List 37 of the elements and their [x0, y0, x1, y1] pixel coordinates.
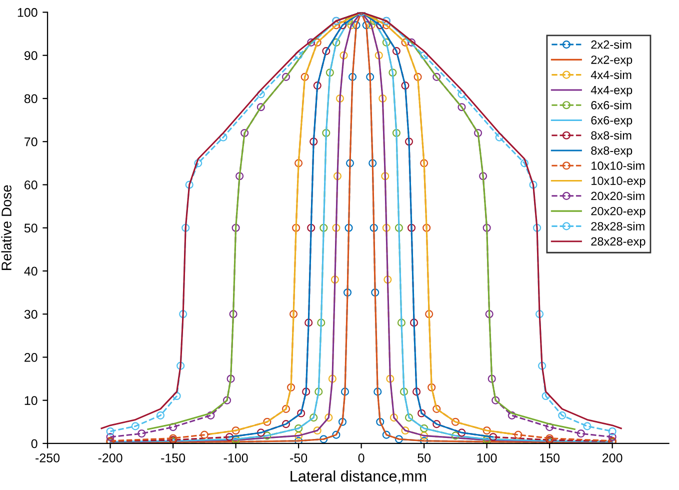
legend-label: 8x8-sim: [591, 130, 632, 140]
legend-label: 6x6-sim: [591, 100, 632, 110]
y-tick-label: 0: [31, 439, 38, 448]
x-tick-label: 100: [477, 454, 497, 462]
y-tick-label: 60: [24, 180, 38, 190]
x-tick-label: -50: [290, 454, 308, 462]
y-axis-title: Relative Dose: [1, 185, 12, 270]
y-tick-label: 80: [24, 94, 38, 104]
y-tick-label: 10: [24, 396, 38, 405]
y-tick-label: 100: [18, 8, 38, 17]
x-axis-title: Lateral distance,mm: [290, 470, 426, 484]
y-tick-label: 20: [24, 353, 38, 362]
x-tick-label: 50: [418, 454, 431, 462]
x-tick-label: -200: [98, 454, 122, 462]
x-tick-label: -150: [161, 454, 186, 462]
legend-label: 4x4-exp: [590, 86, 632, 97]
legend-label: 20x20-exp: [591, 206, 646, 218]
legend-label: 6x6-exp: [591, 116, 632, 127]
legend-label: 2x2-exp: [591, 56, 632, 66]
x-tick-label: -250: [36, 454, 60, 462]
x-tick-label: 0: [358, 454, 364, 462]
x-tick-label: -100: [224, 454, 248, 462]
legend-label: 20x20-sim: [591, 191, 644, 200]
y-tick-label: 30: [24, 310, 38, 319]
legend-label: 10x10-exp: [592, 176, 646, 188]
legend-label: 28x28-sim: [591, 222, 644, 230]
legend-label: 10x10-sim: [592, 161, 644, 170]
legend-label: 2x2-sim: [591, 40, 632, 49]
x-tick-label: 200: [602, 454, 622, 462]
legend-label: 4x4-sim: [590, 70, 632, 80]
y-tick-label: 70: [24, 137, 38, 146]
y-tick-label: 40: [24, 266, 38, 276]
legend-label: 28x28-exp: [591, 237, 646, 248]
y-tick-label: 50: [24, 224, 38, 232]
y-tick-label: 90: [24, 51, 38, 60]
legend-label: 8x8-exp: [591, 146, 632, 158]
x-tick-label: 150: [540, 454, 560, 462]
